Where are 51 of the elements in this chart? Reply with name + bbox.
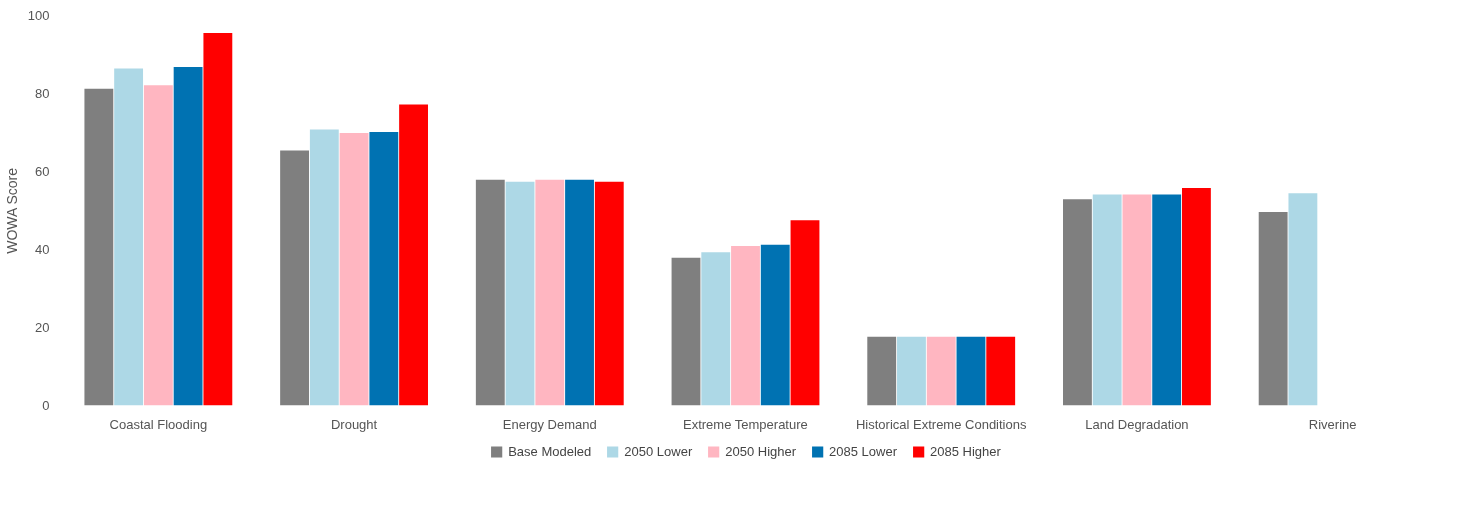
bar [731,245,760,406]
bar [535,179,565,406]
bar [369,132,399,406]
bar [565,179,594,406]
x-tick-label: Drought [330,416,378,432]
bar [986,336,1016,406]
y-axis-title: WOWA Score [3,167,20,254]
bar [505,181,535,406]
bar [790,220,820,406]
bar [701,252,731,406]
x-tick-label: Extreme Temperature [683,416,808,432]
bar [1288,193,1318,406]
bar [143,85,173,406]
bar [399,104,428,406]
legend-label: Base Modeled [508,443,592,459]
bar [594,181,624,406]
bar [114,68,144,406]
y-tick-label: 60 [35,164,50,179]
legend-label: 2050 Higher [725,443,797,459]
bar [1258,212,1288,406]
bar [1092,194,1122,406]
bar [1063,199,1092,406]
bar [897,336,926,406]
y-tick-label: 20 [35,320,50,335]
y-tick-label: 0 [42,398,50,413]
x-tick-label: Energy Demand [502,416,597,432]
y-tick-label: 80 [35,86,50,101]
bar [280,150,309,406]
bar [671,257,701,406]
bar [173,66,203,406]
x-tick-label: Riverine [1308,416,1357,432]
x-tick-label: Historical Extreme Conditions [855,416,1027,432]
bar [309,129,339,406]
bar [203,33,233,406]
bar [956,336,986,406]
bar [867,336,897,406]
legend-label: 2085 Lower [829,443,898,459]
x-tick-label: Land Degradation [1085,416,1189,432]
bar [760,244,790,406]
x-tick-label: Coastal Flooding [109,416,208,432]
legend-label: 2085 Higher [930,443,1001,459]
bar [1122,194,1152,406]
bar [1182,187,1211,406]
bar [1152,194,1182,406]
bar [339,132,369,406]
legend-label: 2050 Lower [624,443,693,459]
bar [475,179,505,406]
bar [84,88,114,406]
y-tick-label: 100 [27,8,50,23]
bar [926,336,956,406]
y-tick-label: 40 [35,242,50,257]
